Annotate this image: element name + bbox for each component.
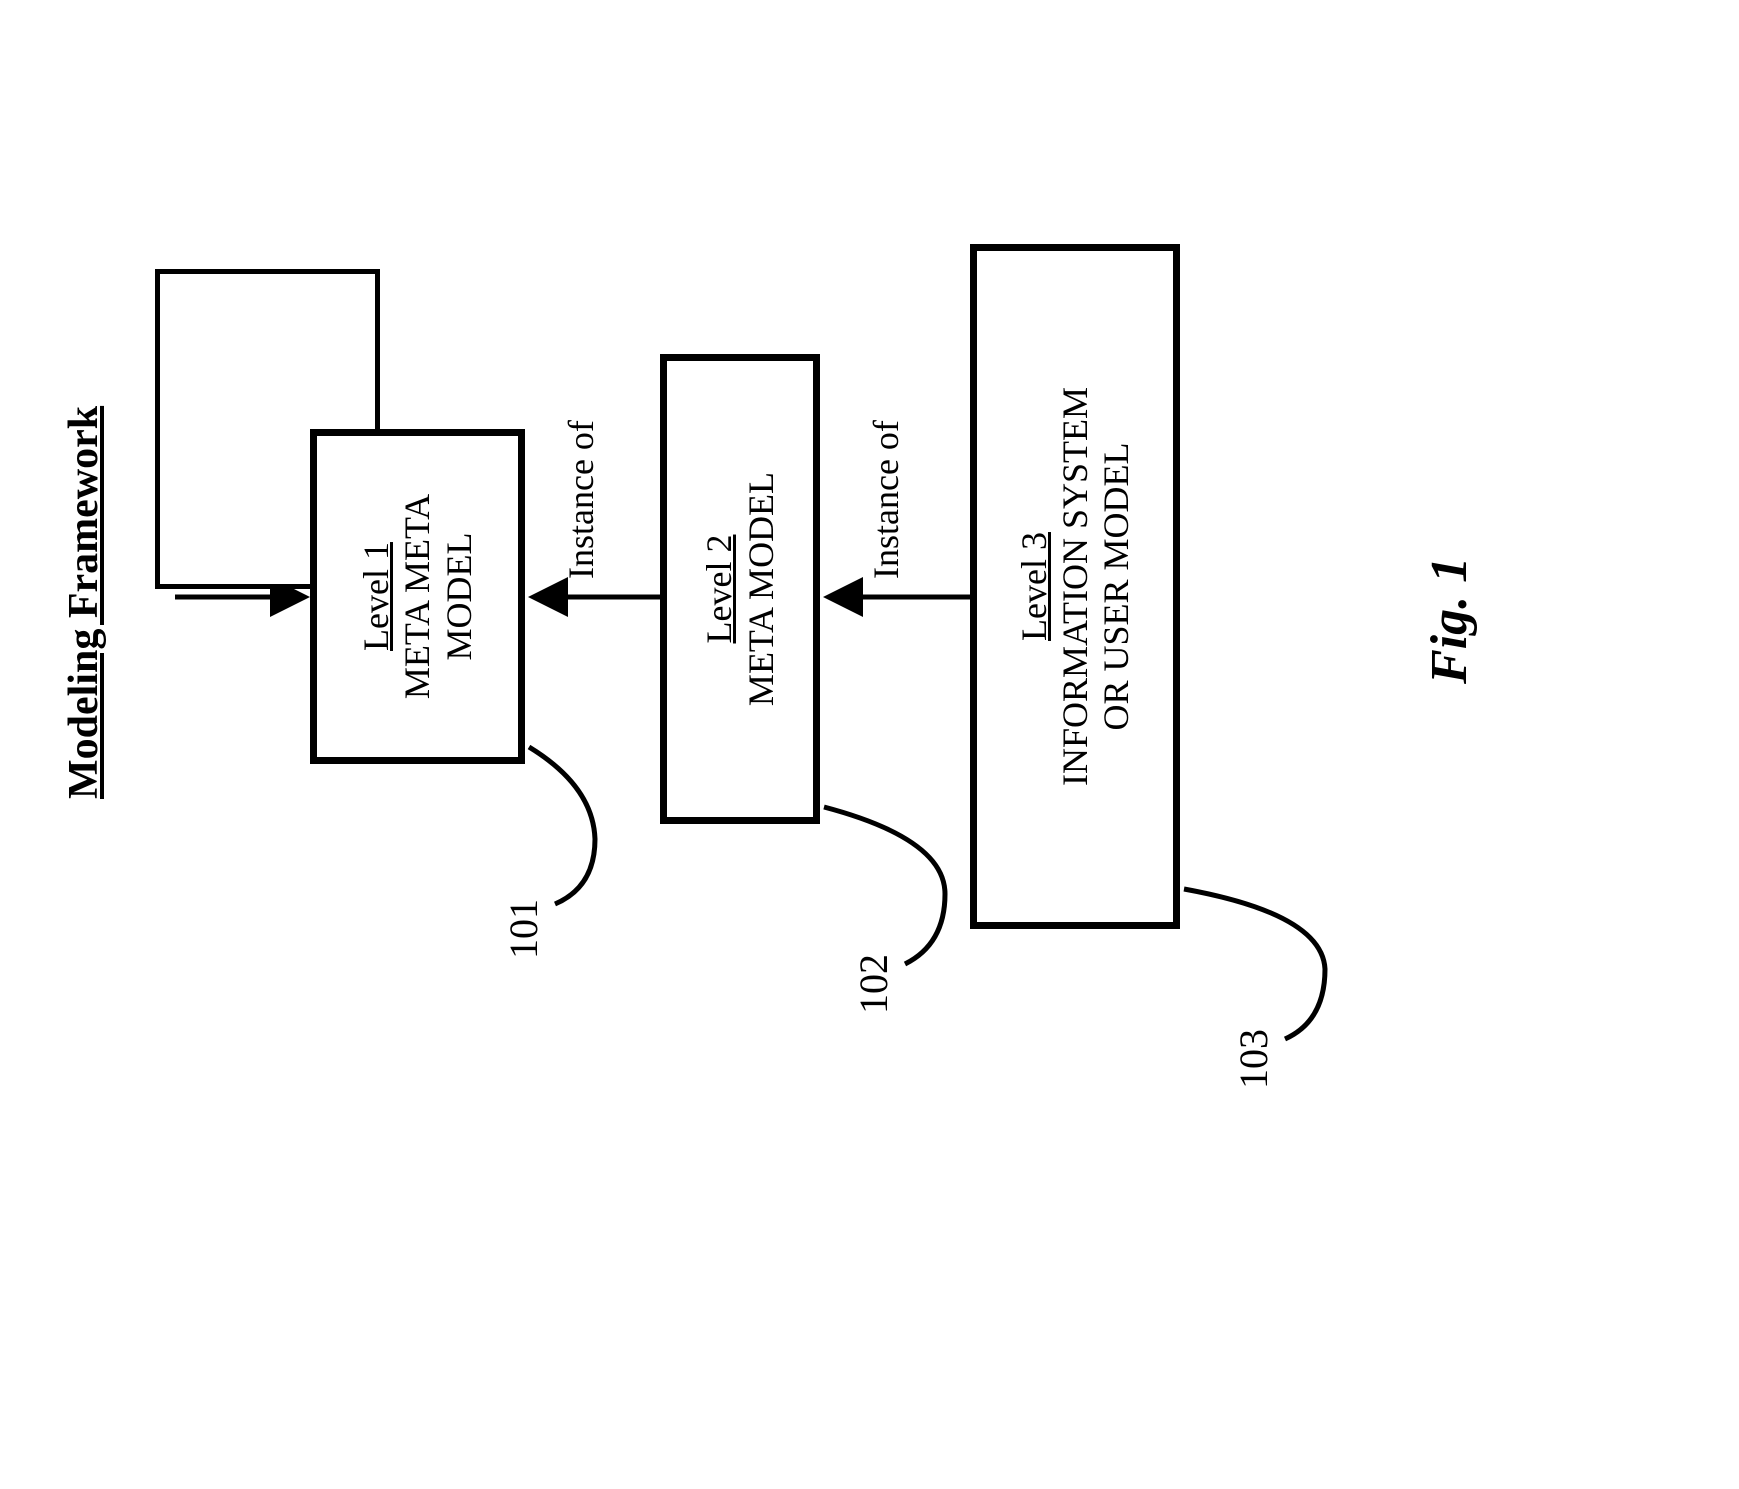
- box1-line1: META META: [397, 494, 438, 699]
- box1-line2: MODEL: [439, 533, 480, 661]
- svg-overlay: [0, 0, 1739, 1239]
- level1-label: Level 1: [355, 542, 397, 651]
- box3-line2: OR USER MODEL: [1096, 442, 1137, 730]
- callout-103-path: [1184, 889, 1325, 1039]
- diagram-inner: Modeling Framework Level 1 META META MOD…: [0, 0, 1739, 1239]
- box-level2: Level 2 META MODEL: [660, 354, 820, 824]
- callout-102-path: [824, 807, 945, 964]
- box3-line1: INFORMATION SYSTEM: [1055, 387, 1096, 786]
- box2-line1: META MODEL: [740, 472, 782, 706]
- level3-label: Level 3: [1013, 532, 1055, 641]
- callout-101-path: [529, 747, 595, 904]
- level2-label: Level 2: [698, 535, 740, 644]
- box-level1: Level 1 META META MODEL: [310, 429, 525, 764]
- rotated-canvas: Modeling Framework Level 1 META META MOD…: [250, 0, 1489, 1489]
- box-level3: Level 3 INFORMATION SYSTEM OR USER MODEL: [970, 244, 1180, 929]
